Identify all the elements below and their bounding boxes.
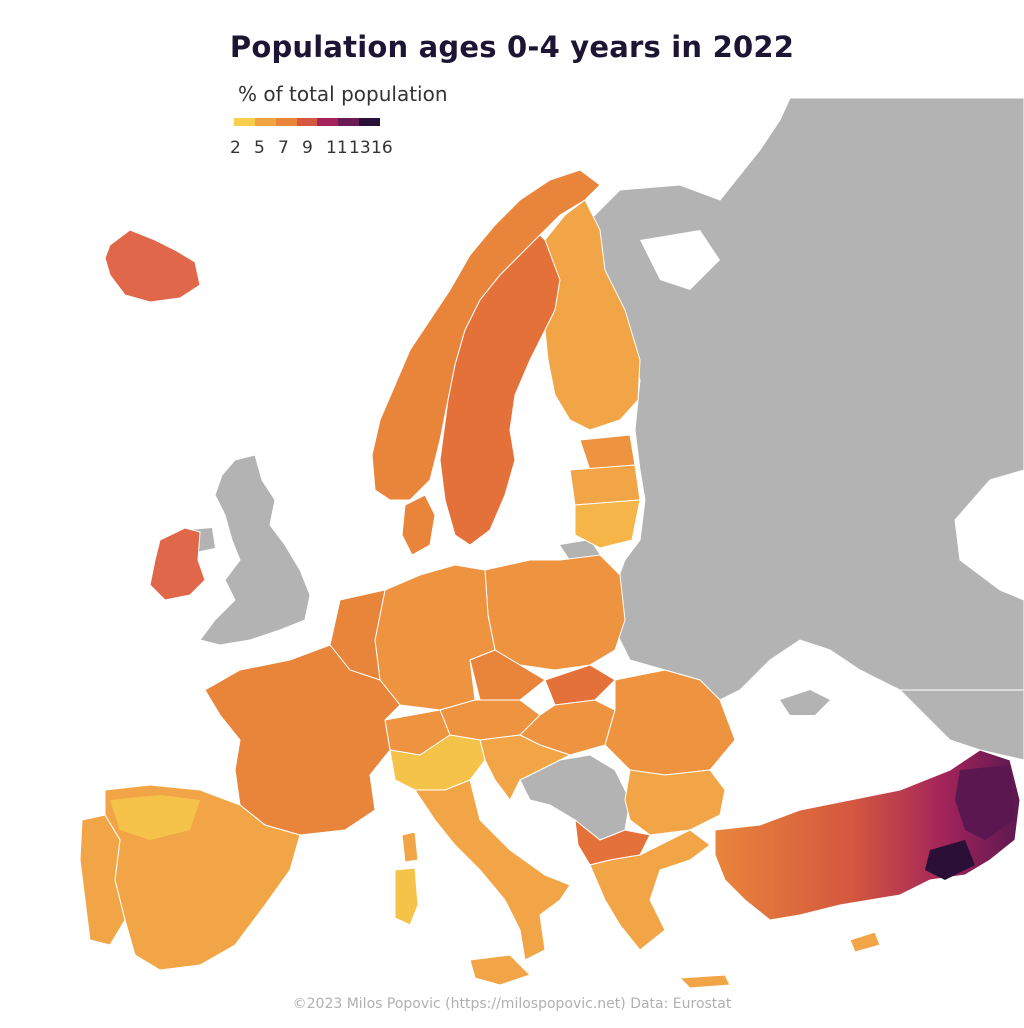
region-denmark [401, 494, 436, 556]
region-slovakia [544, 664, 616, 706]
legend-tick: 2 [230, 138, 241, 158]
region-sweden [439, 234, 561, 546]
legend-color-bar [234, 118, 381, 126]
region-slovenia-croatia [479, 734, 572, 801]
region-spain-north-yellow [110, 795, 200, 840]
region-sardinia [394, 867, 419, 926]
region-turkey-southeast [925, 840, 975, 880]
legend-tick: 11 [326, 138, 348, 158]
region-finland [544, 199, 641, 431]
legend-swatch-3 [275, 118, 297, 126]
black-sea [740, 695, 960, 800]
region-turkey-east [955, 765, 1015, 840]
legend-title: % of total population [238, 82, 448, 106]
legend-tick: 7 [278, 138, 289, 158]
legend-swatch-4 [296, 118, 318, 126]
legend-swatch-1 [234, 118, 255, 126]
legend-tick: 5 [254, 138, 265, 158]
legend-swatch-7 [359, 118, 381, 126]
legend-ticks: 2 5 7 9 11 13 16 [230, 138, 400, 160]
legend-tick: 16 [371, 138, 393, 158]
region-no-data-east [589, 97, 1024, 701]
region-corsica [401, 831, 419, 863]
legend-swatch-2 [254, 118, 276, 126]
region-latvia [569, 464, 641, 506]
region-estonia [579, 434, 636, 471]
region-iceland [104, 229, 201, 303]
region-poland [484, 554, 626, 671]
map-title: Population ages 0-4 years in 2022 [229, 30, 795, 64]
region-no-data-caucasus [898, 689, 1024, 761]
legend-tick: 13 [349, 138, 371, 158]
region-greece [589, 829, 711, 951]
white-sea [640, 230, 720, 290]
region-ireland [149, 527, 206, 601]
region-cyprus [849, 931, 881, 953]
region-portugal [79, 814, 126, 946]
legend-swatch-6 [338, 118, 360, 126]
region-crete [678, 974, 731, 989]
legend-swatch-5 [317, 118, 339, 126]
region-italy [414, 779, 571, 961]
region-lithuania [574, 499, 641, 549]
region-no-data-uk [199, 454, 311, 646]
legend-tick: 9 [302, 138, 313, 158]
region-france [204, 644, 401, 836]
region-italy-north [389, 734, 486, 791]
region-bulgaria [624, 769, 726, 836]
region-no-data-crimea [780, 690, 830, 715]
region-sicily [469, 954, 531, 986]
region-no-data-kaliningrad [560, 540, 600, 560]
source-credit: ©2023 Milos Popovic (https://milospopovi… [292, 996, 732, 1012]
